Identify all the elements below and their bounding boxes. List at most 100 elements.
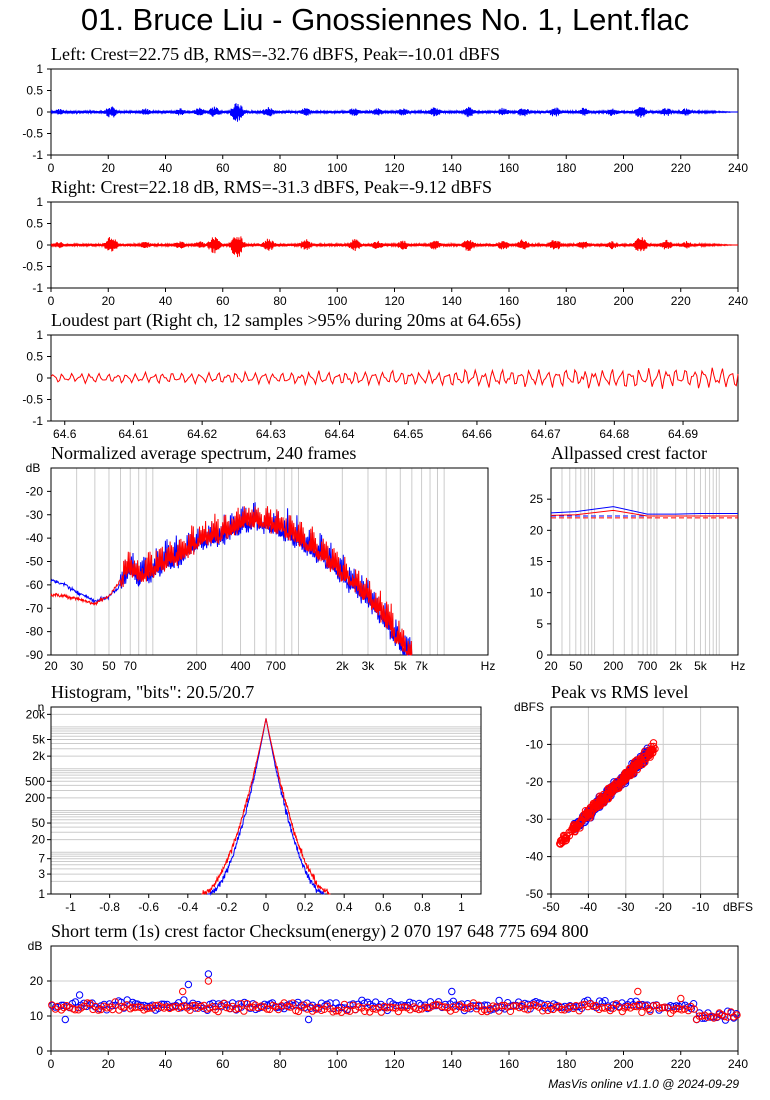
spectrum-xtick-label: 50 — [102, 659, 116, 673]
allpass-xtick-label: 200 — [603, 659, 623, 673]
shortcrest-xtick-label: 80 — [273, 1057, 287, 1071]
loudest-xtick-label: 64.65 — [393, 427, 423, 441]
spectrum-series-right — [50, 506, 413, 656]
allpass-ytick-label: 10 — [530, 586, 544, 600]
peakrms-xtick-label: -40 — [580, 900, 598, 914]
histogram-xtick-label: -0.4 — [177, 900, 198, 914]
shortcrest-point-right — [340, 1000, 349, 1009]
shortcrest-point-right — [421, 1003, 429, 1011]
allpass-ytick-label: 15 — [530, 555, 544, 569]
allpass-series-left — [550, 506, 738, 515]
histogram-ytick-label: 50 — [32, 816, 46, 830]
allpass-xtick-label: 20 — [544, 659, 558, 673]
histogram-ytick-label: 2k — [32, 749, 46, 763]
shortcrest-point-right — [349, 1001, 357, 1009]
spectrum-ytick-label: -90 — [26, 648, 44, 662]
allpass-ytick-label: 5 — [536, 617, 543, 631]
spectrum-ytick-label: -20 — [26, 484, 44, 498]
shortcrest-point-right — [446, 1007, 455, 1015]
allpass-xtick-label: 700 — [637, 659, 657, 673]
histogram-xtick-label: -0.8 — [99, 900, 120, 914]
shortcrest-point-right — [83, 999, 92, 1007]
shortcrest-point-right — [377, 1008, 385, 1016]
loudest-ytick-label: 0 — [36, 371, 43, 385]
shortcrest-point-right — [506, 1007, 515, 1015]
allpass-ytick-label: 25 — [530, 492, 544, 506]
shortcrest-point-right — [214, 1007, 222, 1016]
shortcrest-point-right — [544, 1006, 552, 1015]
shortcrest-xtick-label: 160 — [499, 1057, 519, 1071]
left-waveform-ytick-label: -1 — [32, 148, 43, 162]
right-waveform-xtick-label: 140 — [442, 294, 462, 308]
shortcrest-point-right — [355, 1003, 363, 1011]
spectrum-xtick-label: 70 — [124, 659, 138, 673]
histogram-frame — [50, 706, 482, 895]
peakrms-point-right — [640, 753, 649, 761]
left-waveform-xtick-label: 160 — [499, 161, 519, 175]
shortcrest-point-right — [451, 1005, 460, 1013]
histogram-title: Histogram, "bits": 20.5/20.7 — [51, 682, 255, 702]
short-term-crest-title: Short term (1s) crest factor Checksum(en… — [51, 921, 589, 941]
shortcrest-outlier-left — [184, 980, 193, 989]
shortcrest-point-right — [231, 1005, 240, 1013]
histogram-ytick-label: 20 — [32, 833, 46, 847]
shortcrest-xtick-label: 0 — [48, 1057, 55, 1071]
shortcrest-xtick-label: 200 — [613, 1057, 633, 1071]
peakrms-point-right — [611, 780, 619, 788]
loudest-ytick-label: -1 — [32, 414, 43, 428]
shortcrest-point-right — [246, 1003, 254, 1011]
shortcrest-point-right — [131, 1003, 139, 1012]
peak-rms-title: Peak vs RMS level — [551, 682, 689, 702]
shortcrest-point-right — [495, 1007, 503, 1015]
peakrms-ylabel: dBFS — [514, 700, 544, 714]
shortcrest-point-right — [475, 1001, 483, 1009]
shortcrest-outlier-left — [448, 987, 456, 996]
shortcrest-point-right — [710, 1014, 718, 1022]
shortcrest-point-right — [438, 1003, 446, 1011]
peakrms-point-right — [556, 840, 565, 848]
right-waveform-xtick-label: 120 — [384, 294, 404, 308]
left-waveform-xtick-label: 20 — [102, 161, 116, 175]
shortcrest-point-left — [449, 997, 457, 1005]
peakrms-point-right — [611, 783, 620, 791]
shortcrest-xtick-label: 140 — [442, 1057, 462, 1071]
histogram-xtick-label: 0 — [263, 900, 270, 914]
peakrms-ytick-label: -50 — [526, 887, 544, 901]
allpass-ytick-label: 0 — [536, 648, 543, 662]
shortcrest-xtick-label: 100 — [327, 1057, 347, 1071]
right-waveform-xtick-label: 220 — [671, 294, 691, 308]
footer-credit: MasVis online v1.1.0 @ 2024-09-29 — [548, 1077, 739, 1091]
shortcrest-point-right — [707, 1012, 716, 1020]
allpass-xtick-label: 2k — [669, 659, 683, 673]
right-waveform-ytick-label: 0 — [36, 238, 43, 252]
peakrms-xtick-label: -50 — [542, 900, 560, 914]
spectrum-ytick-label: -50 — [26, 555, 44, 569]
spectrum-xtick-label: Hz — [481, 659, 496, 673]
spectrum-ylabel: dB — [26, 461, 41, 475]
shortcrest-point-right — [312, 1005, 320, 1013]
loudest-xtick-label: 64.62 — [187, 427, 217, 441]
spectrum-xtick-label: 2k — [336, 659, 350, 673]
loudest-xtick-label: 64.64 — [325, 427, 355, 441]
shortcrest-point-left — [363, 998, 372, 1006]
spectrum-ytick-label: -60 — [26, 578, 44, 592]
shortcrest-outlier-right — [677, 994, 685, 1003]
histogram-ytick-label: 500 — [25, 774, 45, 788]
histogram-xtick-label: 0.6 — [375, 900, 392, 914]
shortcrest-outlier-right — [634, 987, 642, 996]
left-waveform-ytick-label: 0.5 — [26, 84, 43, 98]
spectrum-frame — [50, 467, 489, 656]
shortcrest-point-right — [329, 1008, 337, 1016]
left-waveform-xtick-label: 40 — [159, 161, 173, 175]
shortcrest-ytick-label: 0 — [36, 1044, 43, 1058]
shortcrest-outlier-left — [304, 1015, 313, 1024]
shortcrest-outlier-right — [204, 977, 213, 985]
peakrms-point-right — [606, 787, 614, 796]
shortcrest-point-left — [417, 1001, 425, 1009]
shortcrest-point-right — [397, 1003, 406, 1012]
peakrms-point-right — [584, 806, 593, 814]
shortcrest-point-right — [638, 1008, 646, 1016]
spectrum-xtick-label: 400 — [231, 659, 251, 673]
shortcrest-point-right — [386, 1003, 394, 1011]
